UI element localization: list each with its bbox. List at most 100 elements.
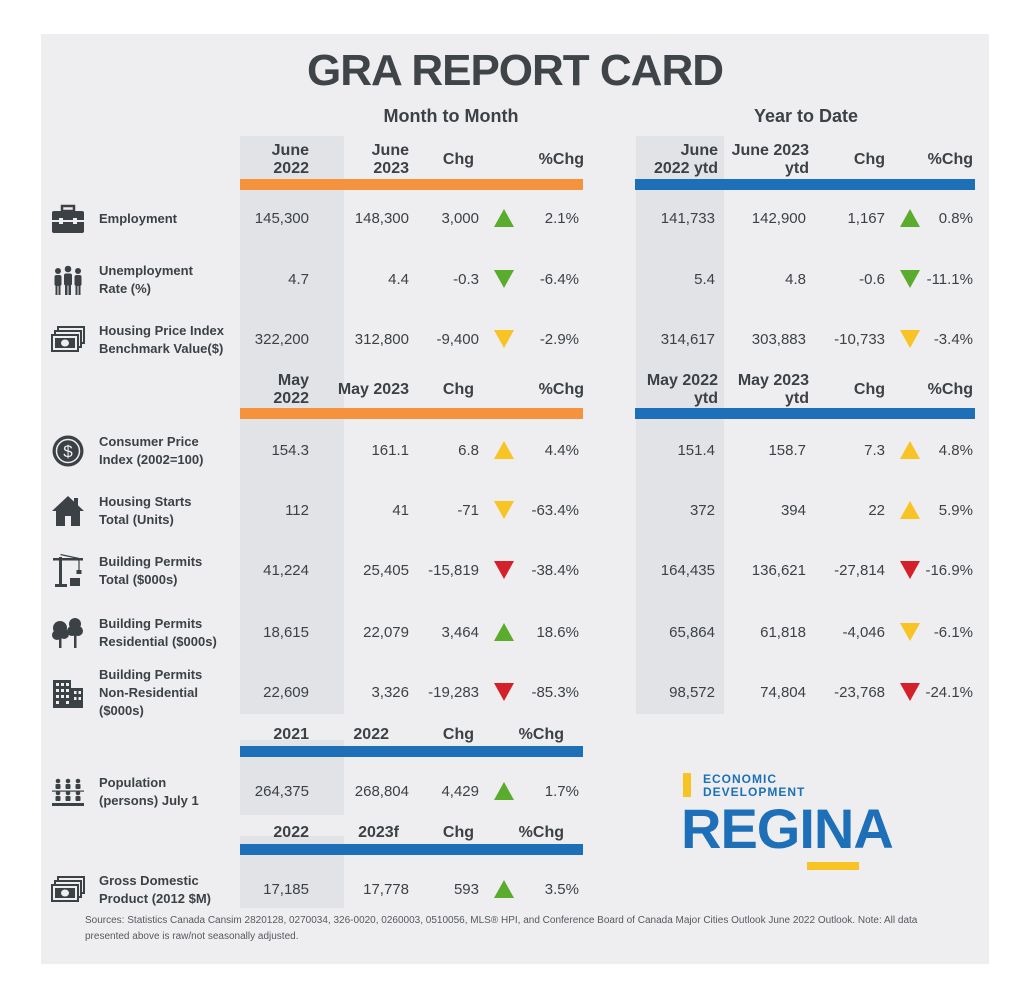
- value-mtm-chg: -9,400: [436, 331, 479, 348]
- down-arrow-icon: [494, 561, 514, 579]
- value-mtm-1: 4.7: [288, 271, 309, 288]
- blue-bar: [635, 179, 975, 190]
- value-mtm-pct: -38.4%: [531, 562, 579, 579]
- value-mtm-2: 25,405: [363, 562, 409, 579]
- value-mtm-chg: -0.3: [453, 271, 479, 288]
- down-arrow-icon: [900, 623, 920, 641]
- value-mtm-pct: -2.9%: [539, 331, 579, 348]
- value-ytd-pct: 0.8%: [938, 210, 973, 227]
- row-label-line: (persons) July 1: [99, 793, 199, 808]
- value-ytd-2: 74,804: [760, 684, 806, 701]
- blue-bar: [635, 408, 975, 419]
- down-arrow-icon: [494, 330, 514, 348]
- header-cell: May 2023 ytd: [737, 372, 809, 407]
- header-cell: %Chg: [518, 726, 564, 743]
- row-label-line: Building Permits: [99, 616, 203, 631]
- office-building-icon: [51, 676, 85, 710]
- value-ytd-2: 303,883: [751, 331, 806, 348]
- money-icon: [51, 873, 85, 907]
- value-ytd-2: 136,621: [751, 562, 806, 579]
- people-icon: [51, 263, 85, 297]
- logo-economic: ECONOMIC: [703, 772, 777, 786]
- value-mtm-1: 41,224: [263, 562, 309, 579]
- value-ytd-chg: 1,167: [847, 210, 885, 227]
- value-ytd-chg: 22: [868, 502, 885, 519]
- logo-yellow-underline: [807, 862, 859, 870]
- value-mtm-1: 18,615: [263, 624, 309, 641]
- row-label-line: Building Permits: [99, 554, 203, 569]
- value-ytd-pct: 5.9%: [938, 502, 973, 519]
- value-mtm-1: 322,200: [254, 331, 309, 348]
- sources-note: Sources: Statistics Canada Cansim 282012…: [85, 915, 918, 942]
- value-ytd-1: 151.4: [677, 442, 715, 459]
- value-mtm-chg: 3,000: [441, 210, 479, 227]
- value-mtm-1: 154.3: [271, 442, 309, 459]
- row-label-line: Unemployment: [99, 263, 193, 278]
- house-icon: [51, 494, 85, 528]
- logo-development: DEVELOPMENT: [703, 785, 806, 799]
- population-icon: [51, 775, 85, 809]
- value-ytd-pct: -3.4%: [933, 331, 973, 348]
- value-ytd-2: 142,900: [751, 210, 806, 227]
- orange-bar: [240, 179, 583, 190]
- row-label-line: Building Permits: [99, 667, 203, 682]
- value-mtm-2: 312,800: [354, 331, 409, 348]
- up-arrow-icon: [900, 501, 920, 519]
- row-label: Building Permits Non-Residential ($000s): [99, 666, 249, 720]
- value-ytd-pct: -6.1%: [933, 624, 973, 641]
- value-ytd-pct: -24.1%: [925, 684, 973, 701]
- value-mtm-1: 17,185: [263, 881, 309, 898]
- section-month-to-month: Month to Month: [383, 106, 519, 126]
- header-cell: 2022: [353, 726, 389, 743]
- row-label-line: Product (2012 $M): [99, 891, 211, 906]
- value-mtm-chg: 6.8: [458, 442, 479, 459]
- down-arrow-icon: [900, 561, 920, 579]
- value-mtm-chg: 4,429: [441, 783, 479, 800]
- row-label-line: Population: [99, 775, 167, 790]
- value-mtm-2: 4.4: [388, 271, 409, 288]
- header-cell: 2022: [273, 824, 309, 841]
- header-cell: %Chg: [538, 151, 584, 168]
- value-mtm-1: 145,300: [254, 210, 309, 227]
- orange-bar: [240, 408, 583, 419]
- row-label: Housing Price Index Benchmark Value($): [99, 322, 249, 358]
- value-mtm-chg: -15,819: [428, 562, 479, 579]
- value-ytd-2: 61,818: [760, 624, 806, 641]
- dollar-coin-icon: [51, 434, 85, 468]
- row-label-line: Total ($000s): [99, 572, 178, 587]
- header-cell: Chg: [442, 726, 474, 743]
- header-cell: Chg: [853, 151, 885, 168]
- row-label: Unemployment Rate (%): [99, 262, 249, 298]
- value-ytd-1: 98,572: [669, 684, 715, 701]
- header-cell: June 2022: [271, 142, 309, 177]
- row-label: Building Permits Residential ($000s): [99, 615, 249, 651]
- value-ytd-chg: -23,768: [834, 684, 885, 701]
- value-mtm-2: 3,326: [371, 684, 409, 701]
- value-mtm-chg: -71: [457, 502, 479, 519]
- header-cell: June 2022 ytd: [653, 142, 718, 177]
- trees-icon: [51, 616, 85, 650]
- value-mtm-2: 268,804: [354, 783, 409, 800]
- shade-col-mtm-1: [240, 136, 344, 714]
- value-ytd-2: 158.7: [768, 442, 806, 459]
- row-label: Housing Starts Total (Units): [99, 493, 249, 529]
- value-ytd-chg: -27,814: [834, 562, 885, 579]
- value-mtm-chg: -19,283: [428, 684, 479, 701]
- section-year-to-date: Year to Date: [753, 106, 859, 126]
- money-icon: [51, 323, 85, 357]
- value-ytd-1: 314,617: [660, 331, 715, 348]
- down-arrow-icon: [900, 330, 920, 348]
- header-cell: Chg: [442, 151, 474, 168]
- value-ytd-chg: -0.6: [859, 271, 885, 288]
- logo-regina: REGINA: [681, 797, 894, 860]
- row-label-line: Housing Price Index: [99, 323, 224, 338]
- down-arrow-icon: [900, 270, 920, 288]
- header-cell: May 2022 ytd: [646, 372, 718, 407]
- row-label-line: Index (2002=100): [99, 452, 204, 467]
- row-label-line: Total (Units): [99, 512, 174, 527]
- row-label: Gross Domestic Product (2012 $M): [99, 872, 249, 908]
- header-cell: June 2023 ytd: [731, 142, 809, 177]
- value-ytd-1: 65,864: [669, 624, 715, 641]
- down-arrow-icon: [900, 683, 920, 701]
- value-mtm-pct: -6.4%: [539, 271, 579, 288]
